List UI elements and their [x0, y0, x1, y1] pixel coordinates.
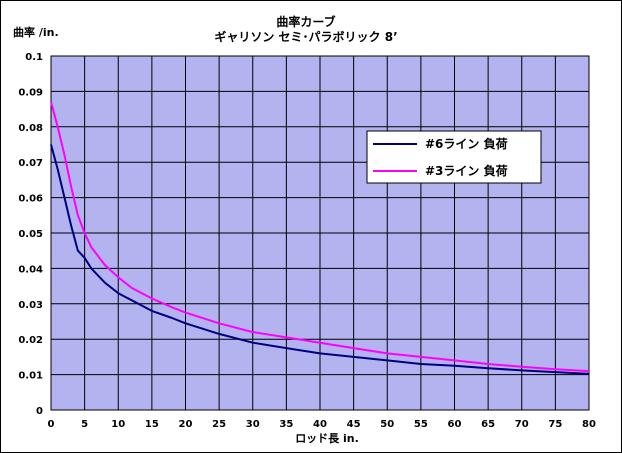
x-tick-label: 35 — [279, 419, 293, 430]
series-lines — [50, 101, 590, 375]
chart-title: 曲率カーブ — [276, 14, 335, 29]
x-tick-label: 40 — [313, 419, 327, 430]
legend-label-series-1: #6ライン 負荷 — [425, 136, 508, 151]
x-tick-label: 60 — [448, 419, 462, 430]
y-tick-label: 0.08 — [18, 123, 43, 134]
y-axis-label: 曲率 /in. — [13, 25, 59, 39]
x-tick-label: 80 — [582, 419, 596, 430]
y-tick-label: 0 — [36, 406, 43, 417]
x-tick-label: 20 — [179, 419, 193, 430]
y-tick-label: 0.04 — [18, 264, 43, 275]
y-tick-label: 0.01 — [18, 371, 43, 382]
x-tick-label: 75 — [548, 419, 562, 430]
x-tick-label: 45 — [347, 419, 361, 430]
x-tick-label: 15 — [145, 419, 159, 430]
x-axis-label: ロッド長 in. — [295, 432, 359, 445]
series-line-2 — [50, 101, 590, 373]
x-tick-label: 0 — [48, 419, 55, 430]
y-tick-label: 0.09 — [18, 87, 43, 98]
x-tick-label: 10 — [111, 419, 125, 430]
x-tick-label: 25 — [212, 419, 226, 430]
legend-box — [366, 130, 542, 184]
series-line-1 — [50, 144, 590, 375]
y-tick-label: 0.05 — [18, 229, 43, 240]
x-tick-label: 5 — [81, 419, 88, 430]
y-tick-label: 0.06 — [18, 194, 43, 205]
y-tick-label: 0.02 — [18, 335, 43, 346]
x-tick-label: 55 — [414, 419, 428, 430]
x-tick-label: 50 — [380, 419, 394, 430]
x-tick-labels: 0 5 10 15 20 25 30 35 40 45 50 55 60 65 70 75 80 — [48, 419, 596, 430]
x-tick-label: 70 — [515, 419, 529, 430]
legend-label-series-2: #3ライン 負荷 — [425, 163, 508, 178]
y-tick-labels: 0 0.01 0.02 0.03 0.04 0.05 0.06 0.07 0.08 0.09 0.1 — [18, 52, 43, 417]
y-tick-label: 0.03 — [18, 300, 43, 311]
y-tick-label: 0.07 — [18, 158, 43, 169]
legend: #6ライン 負荷 #3ライン 負荷 — [366, 130, 542, 184]
x-tick-label: 65 — [481, 419, 495, 430]
chart-subtitle: ギャリソン セミ･パラボリック 8’ — [214, 29, 397, 44]
y-tick-label: 0.1 — [25, 52, 43, 63]
grid-lines — [51, 56, 589, 410]
x-tick-label: 30 — [246, 419, 260, 430]
